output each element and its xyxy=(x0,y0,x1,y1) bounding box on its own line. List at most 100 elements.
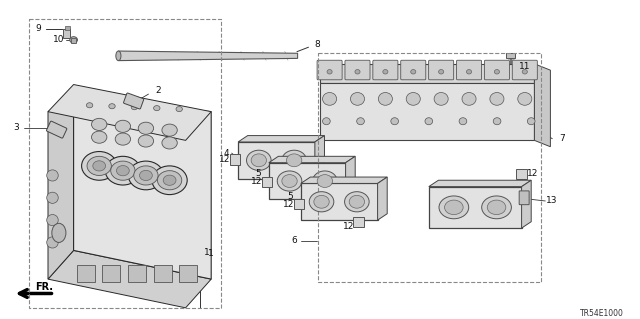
Polygon shape xyxy=(118,51,298,61)
Ellipse shape xyxy=(383,70,388,74)
Ellipse shape xyxy=(487,200,506,215)
Ellipse shape xyxy=(406,93,420,105)
Text: 4: 4 xyxy=(223,149,228,158)
Bar xyxy=(65,26,70,30)
Ellipse shape xyxy=(323,93,337,105)
Ellipse shape xyxy=(92,131,107,143)
Ellipse shape xyxy=(115,133,131,145)
FancyBboxPatch shape xyxy=(519,191,529,205)
Text: FR.: FR. xyxy=(35,282,53,292)
Ellipse shape xyxy=(355,70,360,74)
Ellipse shape xyxy=(157,171,182,190)
Ellipse shape xyxy=(251,154,266,167)
Ellipse shape xyxy=(246,150,271,170)
Ellipse shape xyxy=(312,171,337,191)
Ellipse shape xyxy=(116,166,129,176)
Ellipse shape xyxy=(439,196,468,219)
Ellipse shape xyxy=(47,214,58,226)
Ellipse shape xyxy=(52,223,66,242)
Ellipse shape xyxy=(323,118,330,125)
Bar xyxy=(516,169,527,179)
Ellipse shape xyxy=(92,118,107,130)
Text: 12: 12 xyxy=(342,222,354,231)
FancyBboxPatch shape xyxy=(484,60,509,80)
Polygon shape xyxy=(522,180,531,228)
Ellipse shape xyxy=(462,93,476,105)
Text: 1: 1 xyxy=(209,249,214,258)
Polygon shape xyxy=(315,136,324,179)
Ellipse shape xyxy=(134,166,158,185)
Ellipse shape xyxy=(425,118,433,125)
Ellipse shape xyxy=(411,70,416,74)
Ellipse shape xyxy=(115,120,131,132)
Ellipse shape xyxy=(518,93,532,105)
Ellipse shape xyxy=(131,105,138,110)
Text: TR54E1000: TR54E1000 xyxy=(580,309,624,318)
Text: 1: 1 xyxy=(204,249,209,257)
Text: 12: 12 xyxy=(251,177,262,186)
Ellipse shape xyxy=(282,174,297,188)
Text: 12: 12 xyxy=(527,169,538,178)
Text: 12: 12 xyxy=(283,200,294,209)
Ellipse shape xyxy=(70,37,77,43)
Ellipse shape xyxy=(527,118,535,125)
Ellipse shape xyxy=(522,70,527,74)
Ellipse shape xyxy=(344,192,369,212)
Polygon shape xyxy=(346,156,355,199)
Ellipse shape xyxy=(434,93,448,105)
Ellipse shape xyxy=(93,161,106,171)
Polygon shape xyxy=(320,83,534,140)
Ellipse shape xyxy=(445,200,463,215)
Bar xyxy=(71,38,76,43)
Text: 7: 7 xyxy=(559,134,564,143)
Ellipse shape xyxy=(129,161,164,190)
Ellipse shape xyxy=(317,174,333,188)
Ellipse shape xyxy=(287,154,302,167)
Ellipse shape xyxy=(327,70,332,74)
Ellipse shape xyxy=(138,135,154,147)
Ellipse shape xyxy=(482,196,511,219)
Ellipse shape xyxy=(47,192,58,204)
Ellipse shape xyxy=(356,118,364,125)
Ellipse shape xyxy=(82,152,117,180)
Bar xyxy=(353,217,364,227)
Text: 9: 9 xyxy=(36,24,41,33)
Ellipse shape xyxy=(111,161,135,180)
Bar xyxy=(238,142,315,179)
Ellipse shape xyxy=(378,93,392,105)
Polygon shape xyxy=(48,100,74,279)
Text: 12: 12 xyxy=(219,155,230,164)
FancyBboxPatch shape xyxy=(373,60,398,80)
Ellipse shape xyxy=(282,150,307,170)
Polygon shape xyxy=(48,250,211,308)
Text: 10: 10 xyxy=(53,35,65,44)
FancyBboxPatch shape xyxy=(124,93,144,109)
Polygon shape xyxy=(320,64,534,83)
Ellipse shape xyxy=(314,195,329,208)
FancyBboxPatch shape xyxy=(345,60,370,80)
Text: 2: 2 xyxy=(156,86,161,95)
Ellipse shape xyxy=(277,171,302,191)
Bar xyxy=(102,265,120,282)
Polygon shape xyxy=(48,85,211,140)
FancyBboxPatch shape xyxy=(429,60,454,80)
Polygon shape xyxy=(269,156,355,163)
Ellipse shape xyxy=(138,122,154,134)
Ellipse shape xyxy=(351,93,365,105)
Ellipse shape xyxy=(459,118,467,125)
Bar xyxy=(262,177,272,187)
Bar xyxy=(63,29,70,38)
Ellipse shape xyxy=(493,118,501,125)
Polygon shape xyxy=(238,136,324,142)
Bar xyxy=(77,265,95,282)
Polygon shape xyxy=(534,64,550,147)
FancyBboxPatch shape xyxy=(401,60,426,80)
Ellipse shape xyxy=(152,166,188,195)
Text: 3: 3 xyxy=(13,123,19,132)
Bar xyxy=(429,187,522,228)
Ellipse shape xyxy=(105,156,141,185)
Ellipse shape xyxy=(87,156,111,175)
Ellipse shape xyxy=(154,106,160,111)
Text: 5: 5 xyxy=(287,192,292,201)
Bar xyxy=(301,183,378,220)
